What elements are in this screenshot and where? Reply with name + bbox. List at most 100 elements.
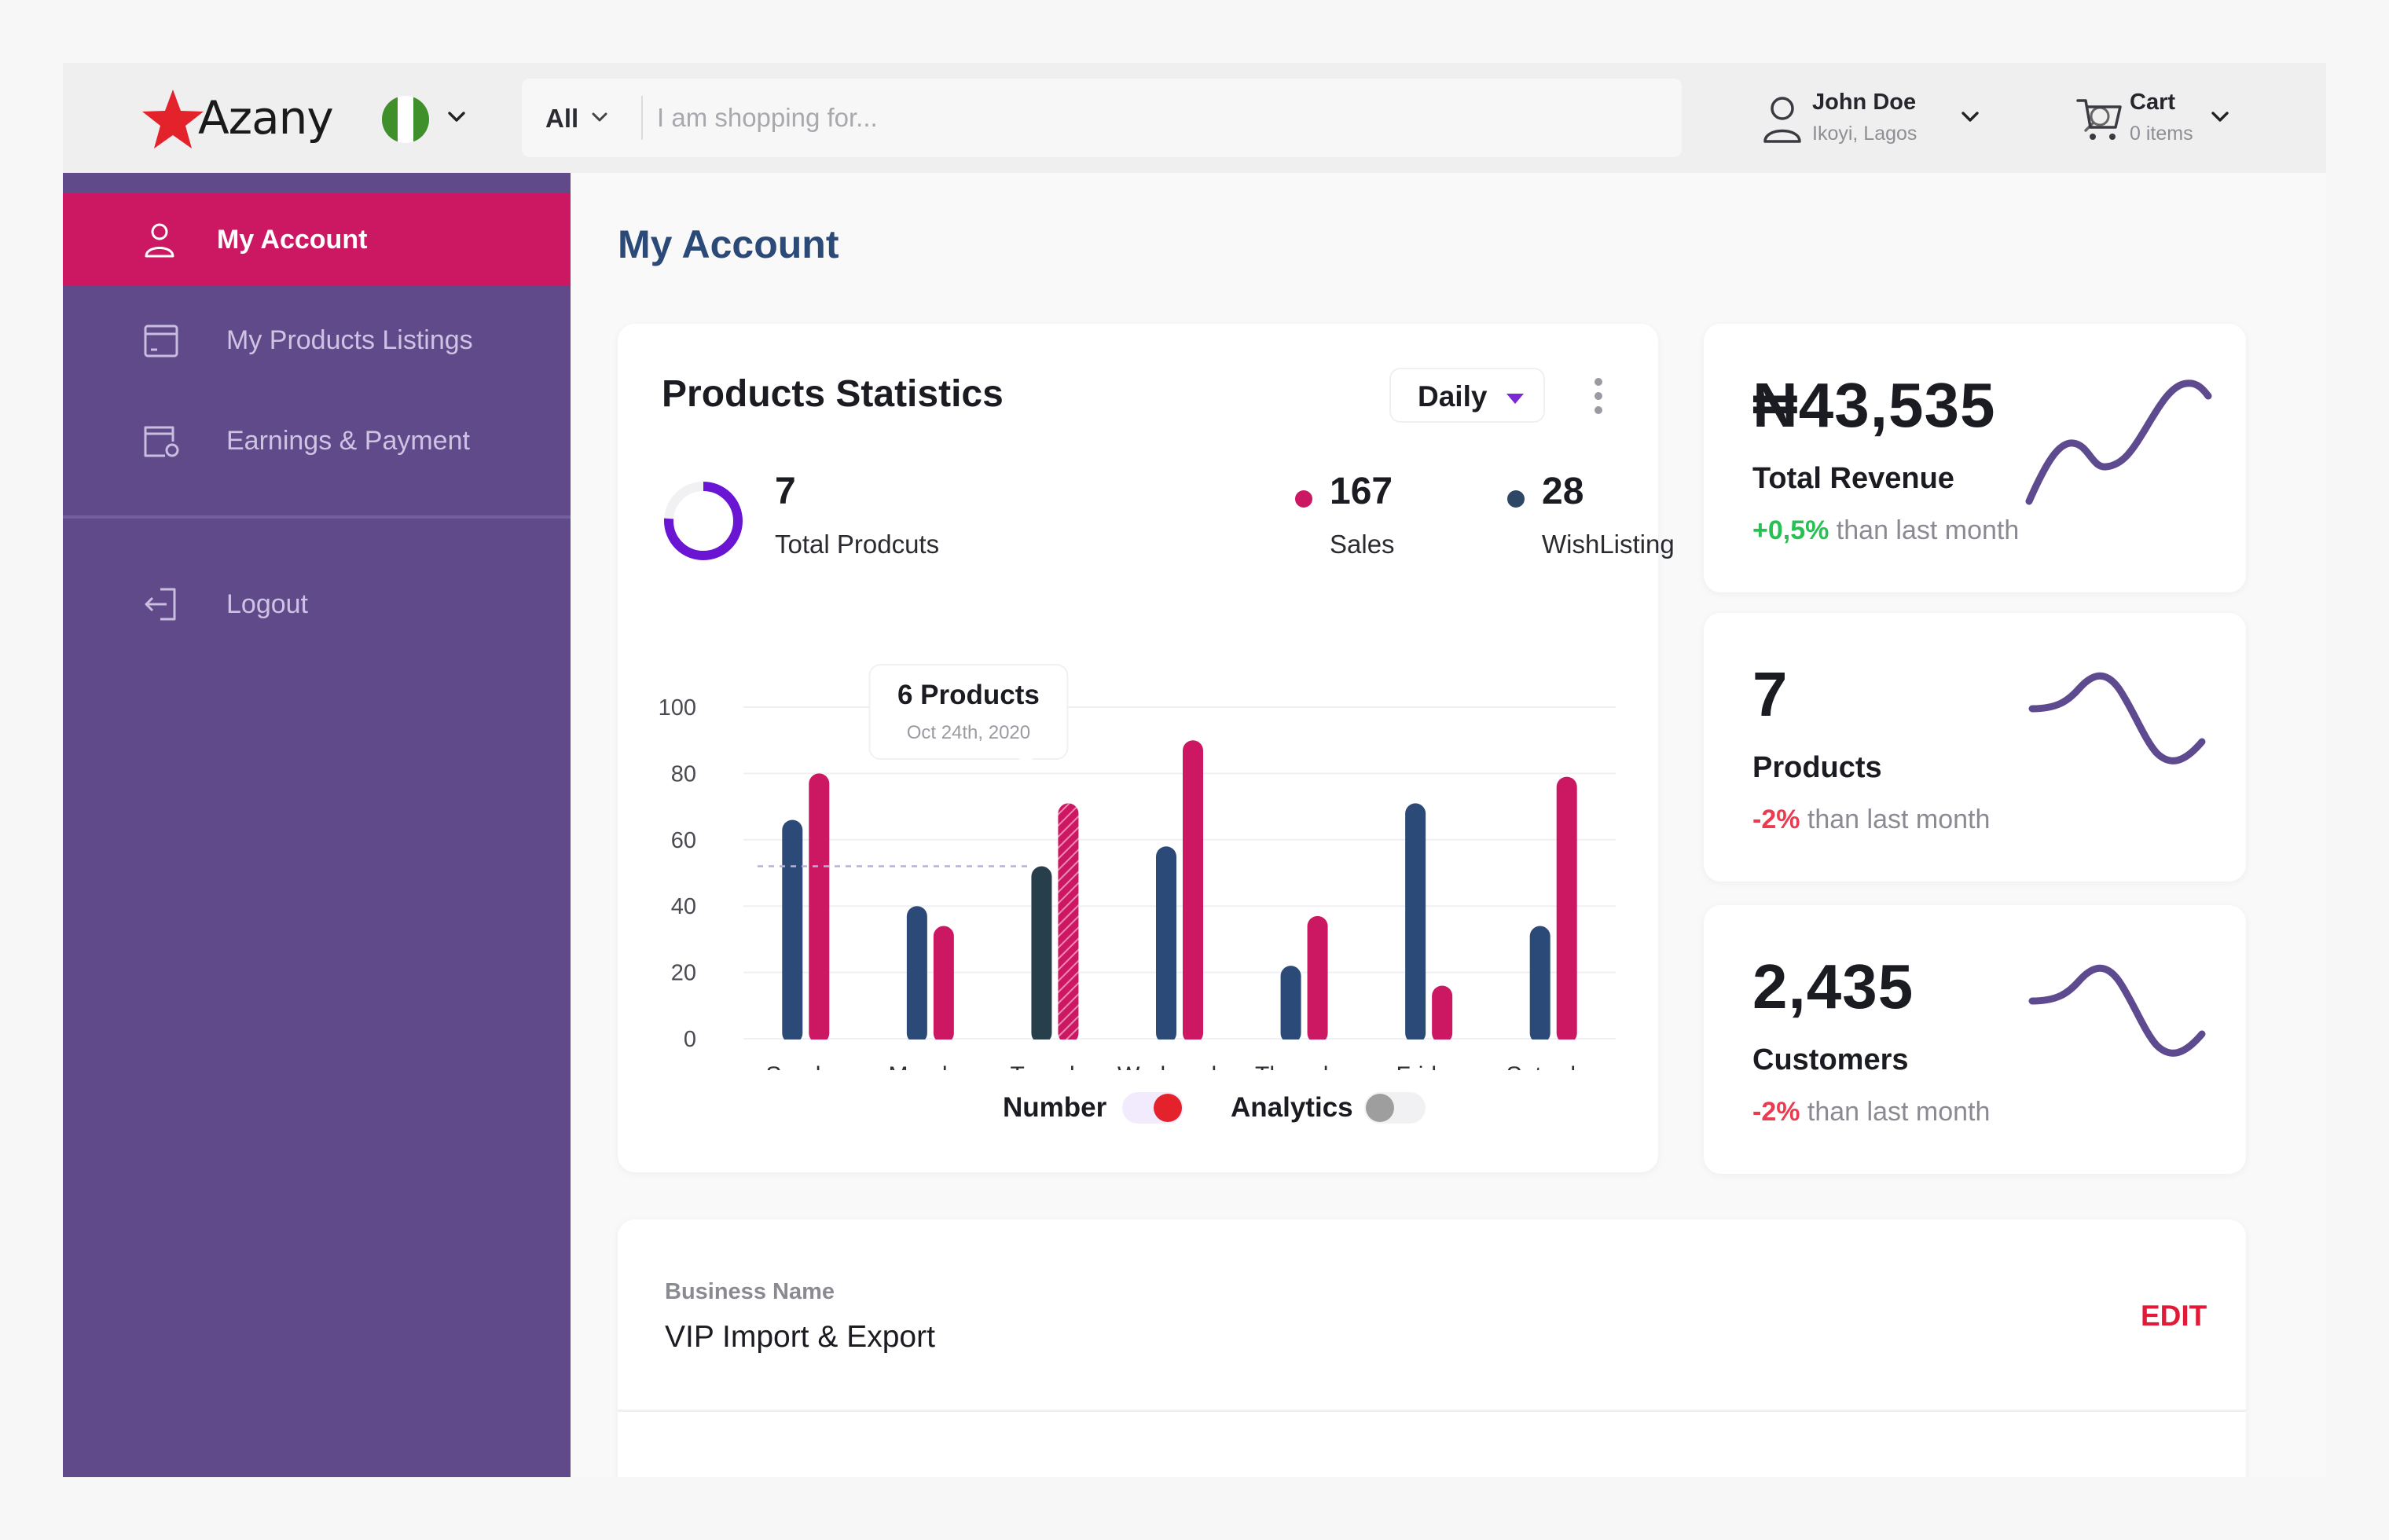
kpi-label: Total Revenue (1752, 462, 1954, 495)
kpi-value: 2,435 (1752, 952, 1914, 1021)
kpi-change-suffix: than last month (1829, 515, 2020, 545)
sidebar-item-logout[interactable]: Logout (63, 558, 571, 651)
bar-monday-series-1[interactable] (906, 906, 927, 1043)
wishlisting-dot (1507, 490, 1525, 508)
y-tick-label: 60 (671, 828, 696, 853)
user-icon (1763, 97, 1801, 143)
page-title: My Account (618, 222, 839, 266)
kpi-value: ₦43,535 (1752, 370, 1996, 440)
kpi-value: 7 (1752, 659, 1789, 729)
business-name-label: Business Name (665, 1279, 835, 1304)
sidebar-item-label: My Products Listings (226, 325, 473, 355)
header: Azany All John Doe Ikoyi, (63, 63, 2326, 173)
kpi-change: -2% (1752, 805, 1800, 834)
business-name-value: VIP Import & Export (665, 1320, 935, 1354)
products-donut (664, 482, 743, 560)
tooltip-date: Oct 24th, 2020 (907, 722, 1030, 743)
card-title: Products Statistics (662, 373, 1004, 415)
listings-icon (144, 324, 178, 358)
card-divider (618, 1410, 2246, 1412)
bar-tuesday-series-2[interactable] (1058, 803, 1079, 1043)
y-tick-label: 80 (671, 761, 696, 786)
sidebar-item-earnings-payment[interactable]: Earnings & Payment (63, 394, 571, 487)
cart-menu[interactable]: Cart 0 items (2075, 90, 2279, 152)
bar-monday-series-2[interactable] (933, 926, 954, 1043)
caret-down-icon (1506, 394, 1524, 404)
kpi-card-products: 7 Products -2% than last month (1704, 613, 2246, 882)
cart-icon (2076, 99, 2122, 140)
app-frame: Azany All John Doe Ikoyi, (63, 63, 2326, 1477)
y-tick-label: 0 (684, 1027, 696, 1052)
chevron-down-icon[interactable] (1957, 104, 1983, 130)
period-label: Daily (1418, 380, 1488, 412)
sidebar: My Account My Products Listings Earnings… (63, 173, 571, 1477)
sidebar-item-my-products-listings[interactable]: My Products Listings (63, 294, 571, 387)
sales-dot (1295, 490, 1312, 508)
sales-value: 167 (1330, 471, 1393, 512)
x-tick-label: Friday (1396, 1062, 1461, 1070)
total-products-label: Total Prodcuts (775, 530, 940, 559)
sparkline-icon (2028, 672, 2206, 764)
bar-sunday-series-2[interactable] (809, 773, 830, 1043)
kpi-change-suffix: than last month (1800, 1097, 1991, 1127)
kpi-label: Products (1752, 751, 1882, 784)
kpi-change: -2% (1752, 1097, 1800, 1127)
sidebar-item-label: Earnings & Payment (226, 426, 470, 456)
toggle-knob (1154, 1094, 1182, 1122)
kpi-trend: +0,5% than last month (1752, 515, 2019, 546)
search-bar: All (522, 79, 2110, 157)
azany-logo[interactable]: Azany (141, 86, 346, 149)
sparkline-icon (2028, 964, 2206, 1057)
chevron-down-icon[interactable] (2207, 104, 2233, 130)
chevron-down-icon[interactable] (588, 105, 611, 129)
y-tick-label: 20 (671, 961, 696, 986)
bar-friday-series-1[interactable] (1405, 803, 1426, 1043)
user-name: John Doe (1812, 90, 1917, 115)
kpi-trend: -2% than last month (1752, 1097, 1990, 1128)
sales-label: Sales (1330, 530, 1395, 559)
star-icon (142, 90, 204, 148)
y-tick-label: 40 (671, 894, 696, 919)
number-toggle[interactable] (1122, 1092, 1183, 1124)
period-dropdown[interactable]: Daily (1389, 368, 1545, 423)
sidebar-divider (63, 515, 571, 519)
sidebar-item-my-account[interactable]: My Account (63, 193, 571, 286)
bar-friday-series-2[interactable] (1432, 985, 1453, 1043)
baseline-mask (736, 1040, 1624, 1047)
analytics-toggle[interactable] (1364, 1092, 1426, 1124)
bar-sunday-series-1[interactable] (782, 820, 803, 1043)
user-menu[interactable]: John Doe Ikoyi, Lagos (1760, 90, 2012, 152)
tooltip-pointer (1018, 758, 1033, 767)
logo-text: Azany (198, 91, 334, 145)
analytics-toggle-label: Analytics (1231, 1092, 1353, 1123)
x-tick-label: Saturday (1506, 1062, 1601, 1070)
chevron-down-icon[interactable] (443, 104, 470, 130)
more-vertical-icon[interactable] (1592, 376, 1605, 416)
bar-tuesday-series-1[interactable] (1031, 866, 1052, 1043)
wishlisting-label: WishListing (1542, 530, 1675, 559)
number-toggle-label: Number (1003, 1092, 1107, 1123)
wallet-icon (144, 426, 179, 457)
x-tick-label: Tuesday (1010, 1062, 1099, 1070)
bar-thursday-series-2[interactable] (1307, 915, 1328, 1043)
bar-saturday-series-1[interactable] (1529, 926, 1550, 1043)
kpi-label: Customers (1752, 1043, 1909, 1076)
nigeria-flag-icon[interactable] (382, 96, 429, 143)
bar-wednesday-series-2[interactable] (1183, 740, 1203, 1043)
products-bar-chart: 0 20 40 60 80 100 Sunday Monday Tuesday Wednesday… (659, 664, 1624, 1070)
x-tick-label: Sunday (765, 1062, 846, 1070)
user-location: Ikoyi, Lagos (1812, 123, 1917, 145)
y-tick-label: 100 (659, 695, 696, 720)
tooltip-title: 6 Products (897, 680, 1040, 710)
logout-icon (145, 588, 176, 621)
kpi-change: +0,5% (1752, 515, 1829, 545)
bar-thursday-series-1[interactable] (1280, 966, 1301, 1043)
x-tick-label: Thursday (1255, 1062, 1353, 1070)
search-category[interactable]: All (545, 104, 579, 133)
products-statistics-card: Products Statistics Daily 7 Total Prodcu… (618, 324, 1675, 1172)
search-input[interactable] (657, 96, 1600, 140)
kpi-card-customers: 2,435 Customers -2% than last month (1704, 905, 2246, 1174)
bar-wednesday-series-1[interactable] (1156, 846, 1176, 1043)
bar-saturday-series-2[interactable] (1556, 776, 1577, 1043)
edit-button[interactable]: EDIT (2141, 1300, 2207, 1332)
